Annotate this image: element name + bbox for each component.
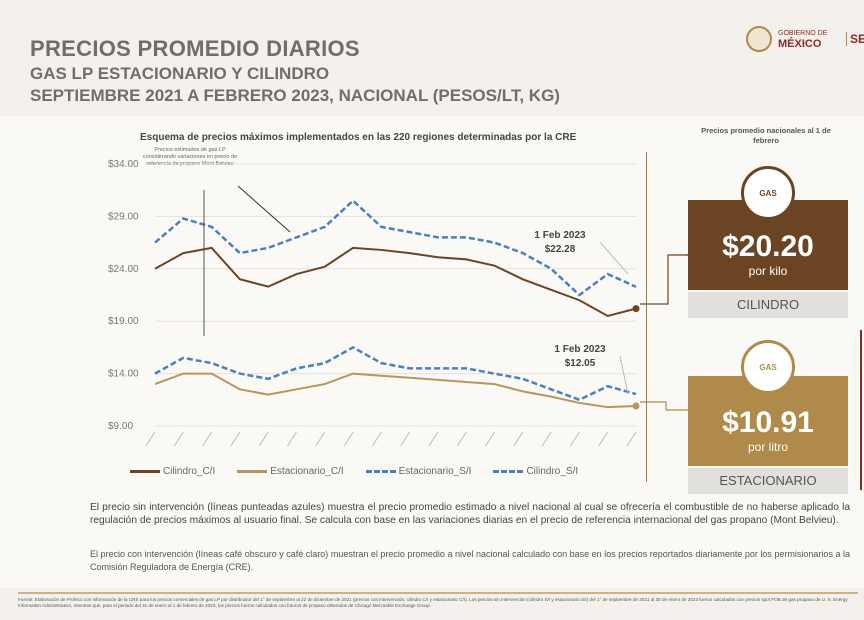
legend-label: Cilindro_S/I: [526, 466, 579, 477]
y-tick-label: $24.00: [108, 264, 139, 275]
x-tick: [569, 431, 580, 447]
x-tick: [315, 431, 326, 447]
x-tick: [598, 431, 609, 447]
footnote: Fuente: Elaboración de Profeco con infor…: [18, 592, 858, 609]
x-tick: [343, 431, 354, 447]
legend-label: Estacionario_S/I: [398, 466, 472, 477]
seal-icon: [746, 26, 772, 52]
legend-item: Cilindro_C/I: [130, 466, 215, 477]
x-tick: [513, 431, 524, 447]
chart-legend: Cilindro_C/I Estacionario_C/I Estacionar…: [130, 466, 578, 477]
x-tick: [400, 431, 411, 447]
y-tick-label: $19.00: [108, 316, 139, 327]
gas-cylinder-icon: GAS: [741, 166, 795, 220]
annotation-arrow: [237, 185, 291, 233]
page-subtitle: GAS LP ESTACIONARIO Y CILINDRO: [30, 64, 330, 83]
legend-item: Cilindro_S/I: [493, 466, 578, 477]
x-tick: [145, 431, 156, 447]
x-tick: [371, 431, 382, 447]
logo-line2: MÉXICO: [778, 37, 822, 50]
x-tick: [456, 431, 467, 447]
gas-tank-icon: GAS: [741, 340, 795, 394]
x-tick: [626, 431, 637, 447]
title-block: PRECIOS PROMEDIO DIARIOS GAS LP ESTACION…: [30, 36, 560, 106]
y-tick-label: $14.00: [108, 369, 139, 380]
note-sin-intervencion: El precio sin intervención (líneas punte…: [90, 502, 850, 526]
callout-leader: [619, 355, 629, 395]
estacionario-price: $10.91: [722, 406, 814, 439]
connector-estacionario: [640, 401, 688, 411]
legend-item: Estacionario_S/I: [365, 466, 472, 477]
connector-cilindro: [640, 254, 688, 305]
endpoint-marker: [632, 305, 640, 313]
endpoint-marker: [632, 402, 640, 410]
chart-title: Esquema de precios máximos implementados…: [140, 132, 577, 143]
callout-leader: [599, 241, 629, 275]
series-line-estacionario-c-i: [154, 372, 637, 409]
right-panel-title: Precios promedio nacionales al 1 de febr…: [701, 126, 831, 145]
gobierno-logo: GOBIERNO DE MÉXICO: [746, 26, 827, 52]
callout-value: $12.05: [565, 358, 596, 369]
estacionario-card: GAS $10.91 por litro ESTACIONARIO: [688, 340, 848, 494]
x-tick: [202, 431, 213, 447]
series-line-cilindro-s-i: [154, 198, 637, 297]
series-line-estacionario-s-i: [154, 345, 637, 402]
cilindro-label: CILINDRO: [688, 292, 848, 318]
callout-date: 1 Feb 2023: [554, 344, 606, 355]
estacionario-label: ESTACIONARIO: [688, 468, 848, 494]
divider-line: [646, 152, 647, 482]
content-band: [0, 116, 864, 588]
estacionario-unit: por litro: [747, 440, 788, 454]
y-tick-label: $9.00: [108, 421, 133, 432]
y-tick-label: $29.00: [108, 211, 139, 222]
page-title: PRECIOS PROMEDIO DIARIOS: [30, 36, 360, 61]
x-tick: [230, 431, 241, 447]
cilindro-price: $20.20: [722, 230, 814, 263]
callout-date: 1 Feb 2023: [534, 230, 586, 241]
legend-label: Estacionario_C/I: [270, 466, 344, 477]
x-tick: [428, 431, 439, 447]
page-period: SEPTIEMBRE 2021 A FEBRERO 2023, NACIONAL…: [30, 86, 560, 105]
legend-item: Estacionario_C/I: [237, 466, 344, 477]
logo-line1: GOBIERNO DE: [778, 29, 828, 37]
cilindro-card: GAS $20.20 por kilo CILINDRO: [688, 166, 848, 318]
legend-label: Cilindro_C/I: [163, 466, 216, 477]
series-line-cilindro-c-i: [154, 246, 637, 318]
x-tick: [541, 431, 552, 447]
note-con-intervencion: El precio con intervención (líneas café …: [90, 549, 850, 572]
secretaria-logo: SE: [846, 32, 864, 46]
accent-bar: [860, 330, 862, 490]
x-tick: [485, 431, 495, 447]
x-tick: [173, 431, 184, 447]
y-tick-label: $34.00: [108, 159, 139, 170]
callout-value: $22.28: [545, 244, 576, 255]
x-tick: [258, 431, 269, 447]
x-tick: [287, 431, 297, 447]
cilindro-unit: por kilo: [748, 264, 788, 278]
